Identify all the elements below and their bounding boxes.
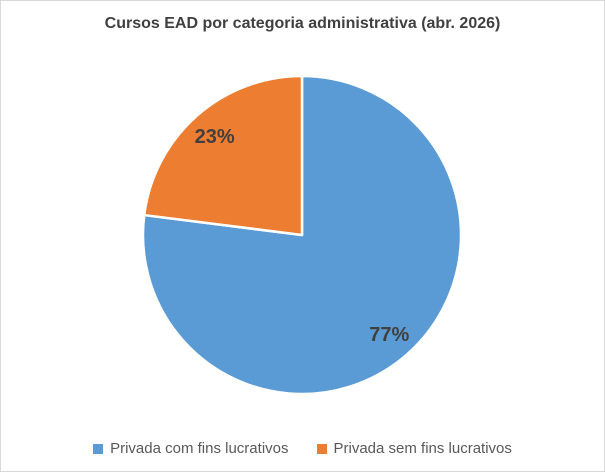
pie-slice-privada-com-fins-lucrativos (141, 74, 463, 396)
data-label: 23% (195, 126, 235, 148)
legend-label: Privada sem fins lucrativos (333, 440, 512, 457)
legend-swatch-blue-icon (93, 444, 104, 454)
legend-item: Privada com fins lucrativos (93, 440, 289, 458)
pie-slice-privada-sem-fins-lucrativos (143, 74, 304, 237)
legend-swatch-orange-icon (316, 444, 327, 454)
legend-label: Privada com fins lucrativos (110, 440, 289, 457)
legend: Privada com fins lucrativos Privada sem … (1, 440, 604, 458)
chart-title: Cursos EAD por categoria administrativa … (104, 15, 501, 32)
data-label: 77% (369, 324, 409, 346)
legend-item: Privada sem fins lucrativos (316, 440, 512, 458)
